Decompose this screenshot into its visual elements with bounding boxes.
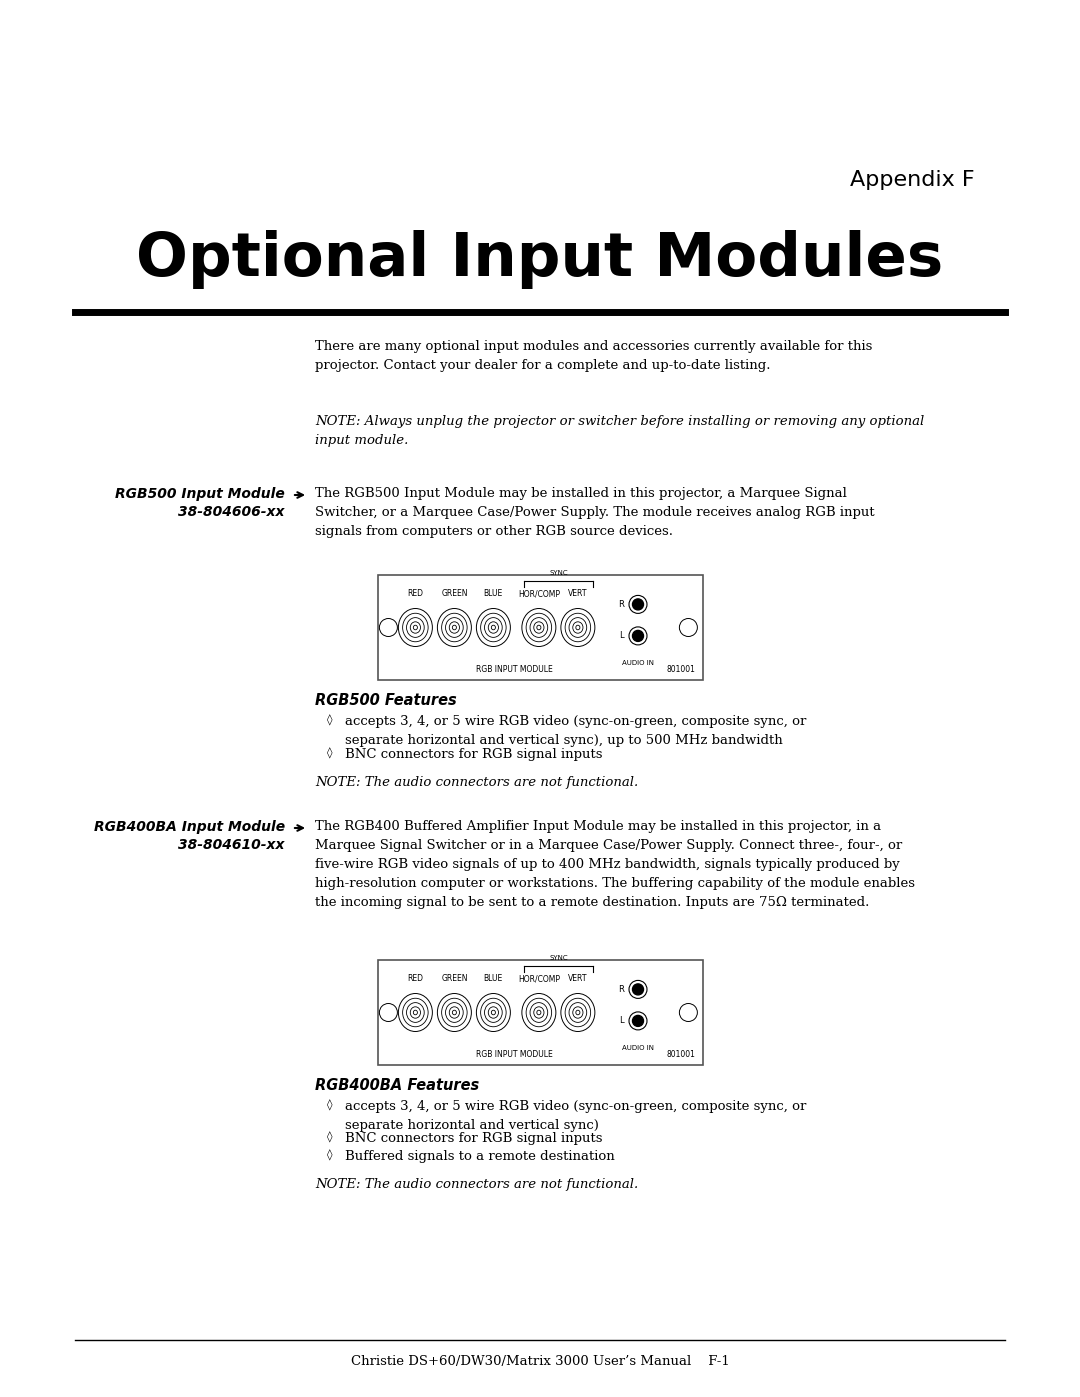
Text: SYNC: SYNC	[549, 956, 568, 961]
Text: R: R	[618, 599, 624, 609]
Text: GREEN: GREEN	[441, 590, 468, 598]
Text: RGB INPUT MODULE: RGB INPUT MODULE	[476, 1051, 553, 1059]
Ellipse shape	[633, 630, 644, 641]
Text: NOTE: The audio connectors are not functional.: NOTE: The audio connectors are not funct…	[315, 1178, 638, 1192]
Text: The RGB500 Input Module may be installed in this projector, a Marquee Signal
Swi: The RGB500 Input Module may be installed…	[315, 488, 875, 538]
Ellipse shape	[633, 599, 644, 610]
Text: AUDIO IN: AUDIO IN	[622, 661, 654, 666]
Text: There are many optional input modules and accessories currently available for th: There are many optional input modules an…	[315, 339, 873, 372]
Text: RGB400BA Features: RGB400BA Features	[315, 1078, 480, 1092]
Text: L: L	[619, 1017, 624, 1025]
Text: L: L	[619, 631, 624, 640]
Text: Christie DS+60/DW30/Matrix 3000 User’s Manual    F-1: Christie DS+60/DW30/Matrix 3000 User’s M…	[351, 1355, 729, 1368]
Text: BNC connectors for RGB signal inputs: BNC connectors for RGB signal inputs	[345, 1132, 603, 1146]
Text: BLUE: BLUE	[484, 974, 503, 983]
Text: VERT: VERT	[568, 974, 588, 983]
Text: HOR/COMP: HOR/COMP	[518, 590, 559, 598]
Text: RGB500 Features: RGB500 Features	[315, 693, 457, 708]
Text: BLUE: BLUE	[484, 590, 503, 598]
Text: RED: RED	[407, 590, 423, 598]
Text: ◊: ◊	[327, 1150, 333, 1161]
Text: accepts 3, 4, or 5 wire RGB video (sync-on-green, composite sync, or
separate ho: accepts 3, 4, or 5 wire RGB video (sync-…	[345, 1099, 807, 1132]
Bar	[378, 960, 703, 1065]
Text: NOTE: Always unplug the projector or switcher before installing or removing any : NOTE: Always unplug the projector or swi…	[315, 415, 924, 447]
Bar	[378, 576, 703, 680]
Text: SYNC: SYNC	[549, 570, 568, 577]
Text: RED: RED	[407, 974, 423, 983]
Text: RGB INPUT MODULE: RGB INPUT MODULE	[476, 665, 553, 673]
Text: Appendix F: Appendix F	[850, 170, 975, 190]
Text: BNC connectors for RGB signal inputs: BNC connectors for RGB signal inputs	[345, 747, 603, 761]
Text: R: R	[618, 985, 624, 993]
Text: The RGB400 Buffered Amplifier Input Module may be installed in this projector, i: The RGB400 Buffered Amplifier Input Modu…	[315, 820, 915, 909]
Ellipse shape	[633, 983, 644, 995]
Text: GREEN: GREEN	[441, 974, 468, 983]
Text: 801001: 801001	[666, 665, 696, 673]
Text: 38-804606-xx: 38-804606-xx	[178, 504, 285, 520]
Text: RGB500 Input Module: RGB500 Input Module	[116, 488, 285, 502]
Text: ◊: ◊	[327, 747, 333, 760]
Text: ◊: ◊	[327, 715, 333, 726]
Text: accepts 3, 4, or 5 wire RGB video (sync-on-green, composite sync, or
separate ho: accepts 3, 4, or 5 wire RGB video (sync-…	[345, 715, 807, 747]
Text: Optional Input Modules: Optional Input Modules	[136, 231, 944, 289]
Text: HOR/COMP: HOR/COMP	[518, 974, 559, 983]
Text: 801001: 801001	[666, 1051, 696, 1059]
Text: VERT: VERT	[568, 590, 588, 598]
Text: ◊: ◊	[327, 1132, 333, 1143]
Text: Buffered signals to a remote destination: Buffered signals to a remote destination	[345, 1150, 615, 1162]
Text: NOTE: The audio connectors are not functional.: NOTE: The audio connectors are not funct…	[315, 775, 638, 789]
Text: 38-804610-xx: 38-804610-xx	[178, 838, 285, 852]
Text: ◊: ◊	[327, 1099, 333, 1112]
Text: RGB400BA Input Module: RGB400BA Input Module	[94, 820, 285, 834]
Ellipse shape	[633, 1016, 644, 1027]
Text: AUDIO IN: AUDIO IN	[622, 1045, 654, 1051]
